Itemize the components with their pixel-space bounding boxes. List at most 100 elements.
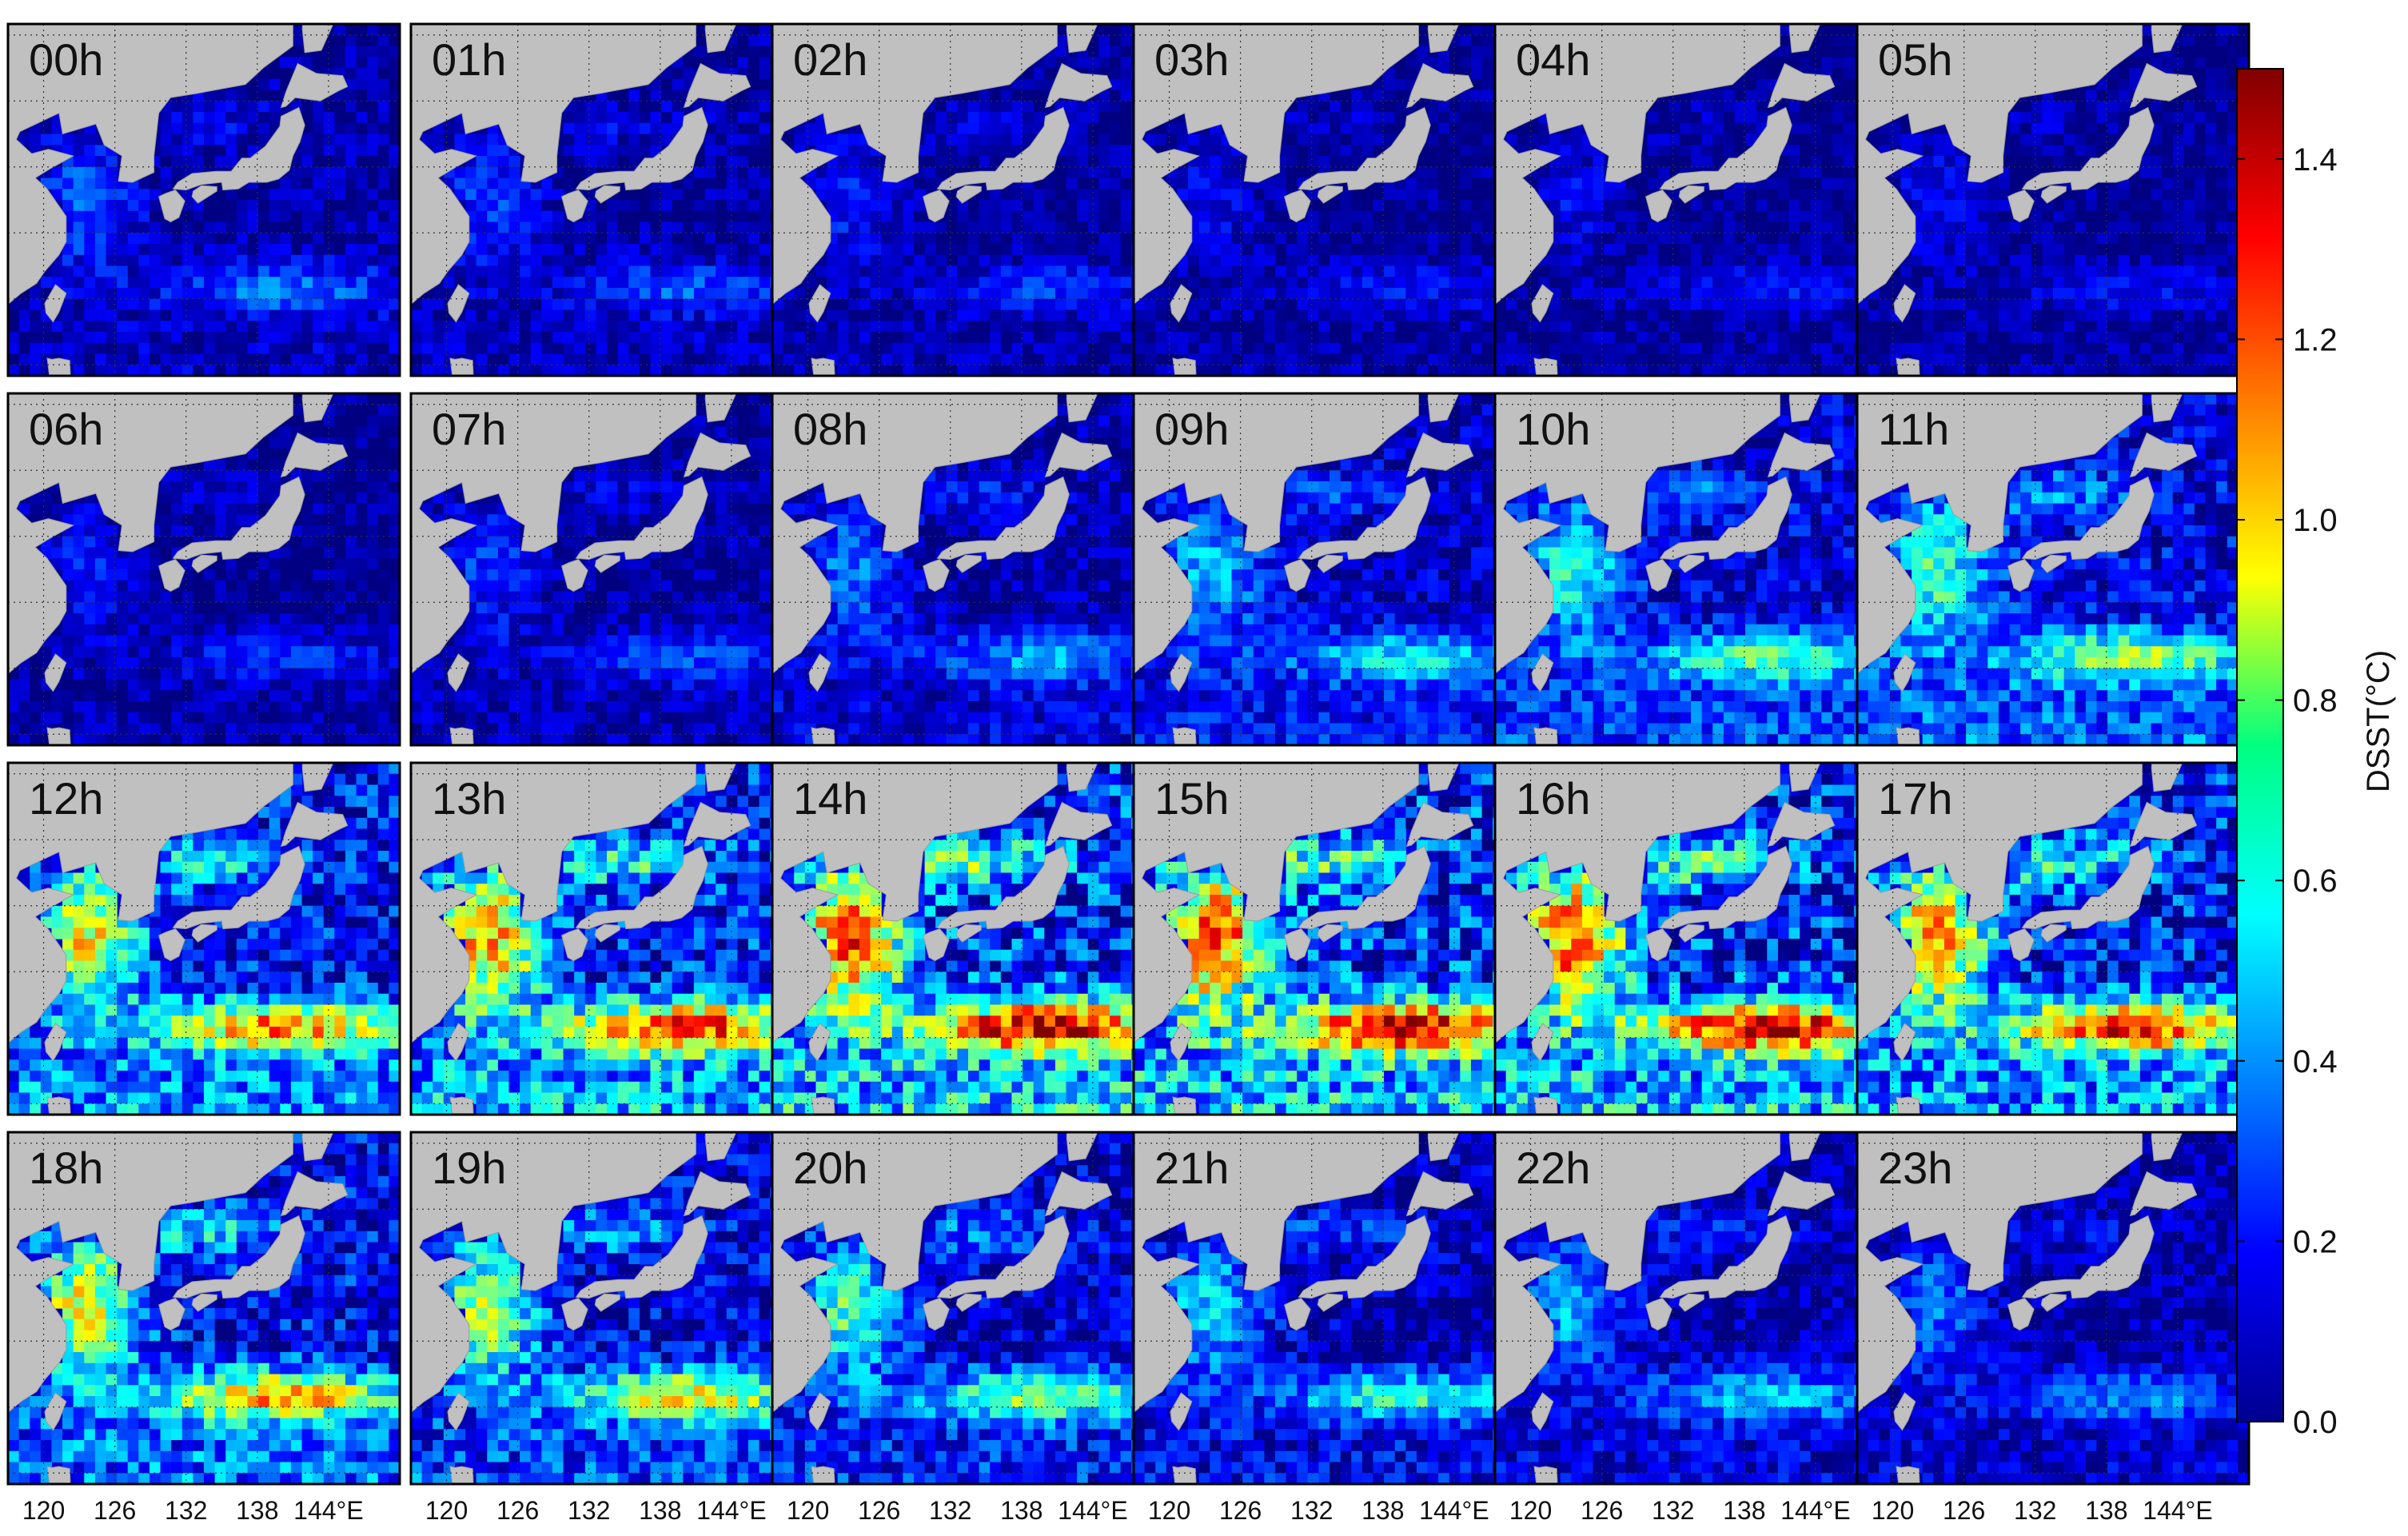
panel-16h: 16h [1493, 761, 1888, 1116]
y-tick-label: 48°N [0, 747, 2, 800]
colorbar-tick-label: 1.2 [2293, 322, 2338, 357]
panel-label: 07h [432, 404, 506, 454]
panel-label: 01h [432, 34, 506, 85]
panel-22h: 22h [1493, 1131, 1888, 1486]
panel-label: 21h [1154, 1143, 1229, 1193]
panel-14h: 14h [771, 761, 1166, 1116]
panel-10h: 10h [1493, 392, 1888, 747]
colorbar-label: DSST(°C) [2361, 650, 2396, 792]
x-tick-label: 126 [496, 1496, 539, 1525]
y-tick-label: 24 [0, 655, 2, 681]
panel-01h: 01h [409, 22, 804, 377]
colorbar-gradient [2236, 68, 2284, 1422]
x-tick-label: 132 [1290, 1496, 1333, 1525]
colorbar-tick-label: 0.8 [2293, 684, 2338, 719]
panel-02h: 02h [771, 22, 1166, 377]
x-tick-label: 144°E [1419, 1496, 1489, 1525]
x-tick-label: 126 [94, 1496, 136, 1525]
colorbar-tick-label: 0.4 [2293, 1044, 2338, 1079]
x-tick-label: 132 [2014, 1496, 2056, 1525]
y-tick-label: 36 [0, 523, 2, 549]
y-tick-label: 42 [0, 88, 2, 114]
panel-label: 06h [29, 404, 103, 454]
x-tick-label: 126 [1219, 1496, 1262, 1525]
panel-label: 12h [29, 773, 103, 824]
panel-13h: 13h [409, 761, 804, 1116]
panel-label: 04h [1516, 34, 1590, 85]
panel-label: 11h [1878, 404, 1949, 454]
panel-05h: 05h [1856, 22, 2251, 377]
panel-label: 00h [29, 34, 103, 85]
x-tick-label: 120 [787, 1496, 829, 1525]
x-tick-label: 138 [1000, 1496, 1043, 1525]
panel-label: 03h [1154, 34, 1229, 85]
y-tick-label: 18 [0, 352, 2, 378]
x-tick-label: 144°E [293, 1496, 364, 1525]
y-tick-label: 42 [0, 1196, 2, 1223]
x-tick-label: 120 [1148, 1496, 1190, 1525]
panel-09h: 09h [1132, 392, 1527, 747]
panel-label: 15h [1154, 773, 1229, 824]
colorbar-tick-label: 0.6 [2293, 864, 2338, 899]
y-tick-label: 30 [0, 959, 2, 985]
panel-11h: 11h [1856, 392, 2251, 747]
x-tick-label: 138 [236, 1496, 278, 1525]
panel-label: 18h [29, 1143, 103, 1193]
x-tick-label: 120 [1509, 1496, 1552, 1525]
x-tick-label: 126 [1943, 1496, 1985, 1525]
y-tick-label: 24 [0, 1024, 2, 1051]
x-tick-label: 144°E [1058, 1496, 1128, 1525]
y-tick-label: 36 [0, 892, 2, 919]
x-tick-label: 132 [165, 1496, 207, 1525]
colorbar-tick-label: 0.0 [2293, 1405, 2338, 1440]
x-tick-label: 126 [1581, 1496, 1623, 1525]
y-tick-label: 24 [0, 285, 2, 312]
x-tick-label: 144°E [1780, 1496, 1851, 1525]
x-tick-label: 132 [568, 1496, 610, 1525]
panel-15h: 15h [1132, 761, 1527, 1116]
y-tick-label: 36 [0, 1262, 2, 1288]
panel-08h: 08h [771, 392, 1166, 747]
x-tick-label: 132 [1652, 1496, 1694, 1525]
panel-label: 17h [1878, 773, 1952, 824]
x-tick-label: 132 [929, 1496, 971, 1525]
y-tick-label: 48°N [0, 377, 2, 431]
y-tick-label: 18 [0, 1091, 2, 1117]
x-tick-label: 138 [1361, 1496, 1404, 1525]
panel-label: 02h [793, 34, 867, 85]
panel-12h: 12h [6, 761, 401, 1116]
panel-grid: 00h 18 24 30 36 42 48°N 01h 02h 03h 04h 05h 06h 18 24 3… [0, 8, 2251, 1525]
x-tick-label: 138 [1723, 1496, 1765, 1525]
x-tick-label: 138 [639, 1496, 681, 1525]
colorbar-tick-label: 1.4 [2293, 142, 2338, 178]
panel-label: 08h [793, 404, 867, 454]
panel-20h: 20h [771, 1131, 1166, 1486]
x-tick-label: 126 [858, 1496, 900, 1525]
y-tick-label: 30 [0, 220, 2, 246]
panel-21h: 21h [1132, 1131, 1527, 1486]
panel-label: 16h [1516, 773, 1590, 824]
x-tick-label: 120 [425, 1496, 468, 1525]
panel-18h: 18h [6, 1131, 401, 1486]
panel-label: 05h [1878, 34, 1952, 85]
panel-label: 22h [1516, 1143, 1590, 1193]
x-tick-label: 120 [1872, 1496, 1914, 1525]
x-tick-label: 120 [22, 1496, 65, 1525]
panel-00h: 00h [6, 22, 401, 377]
y-tick-label: 18 [0, 1460, 2, 1486]
y-tick-label: 48°N [0, 1116, 2, 1170]
panel-label: 10h [1516, 404, 1590, 454]
y-tick-label: 42 [0, 827, 2, 853]
x-tick-label: 138 [2085, 1496, 2127, 1525]
y-tick-label: 36 [0, 154, 2, 180]
panel-03h: 03h [1132, 22, 1527, 377]
panel-19h: 19h [409, 1131, 804, 1486]
panel-label: 23h [1878, 1143, 1952, 1193]
y-tick-label: 24 [0, 1394, 2, 1420]
panel-04h: 04h [1493, 22, 1888, 377]
panel-06h: 06h [6, 392, 401, 747]
y-tick-label: 48°N [0, 8, 2, 62]
y-tick-label: 42 [0, 457, 2, 484]
y-tick-label: 18 [0, 721, 2, 748]
panel-label: 19h [432, 1143, 506, 1193]
